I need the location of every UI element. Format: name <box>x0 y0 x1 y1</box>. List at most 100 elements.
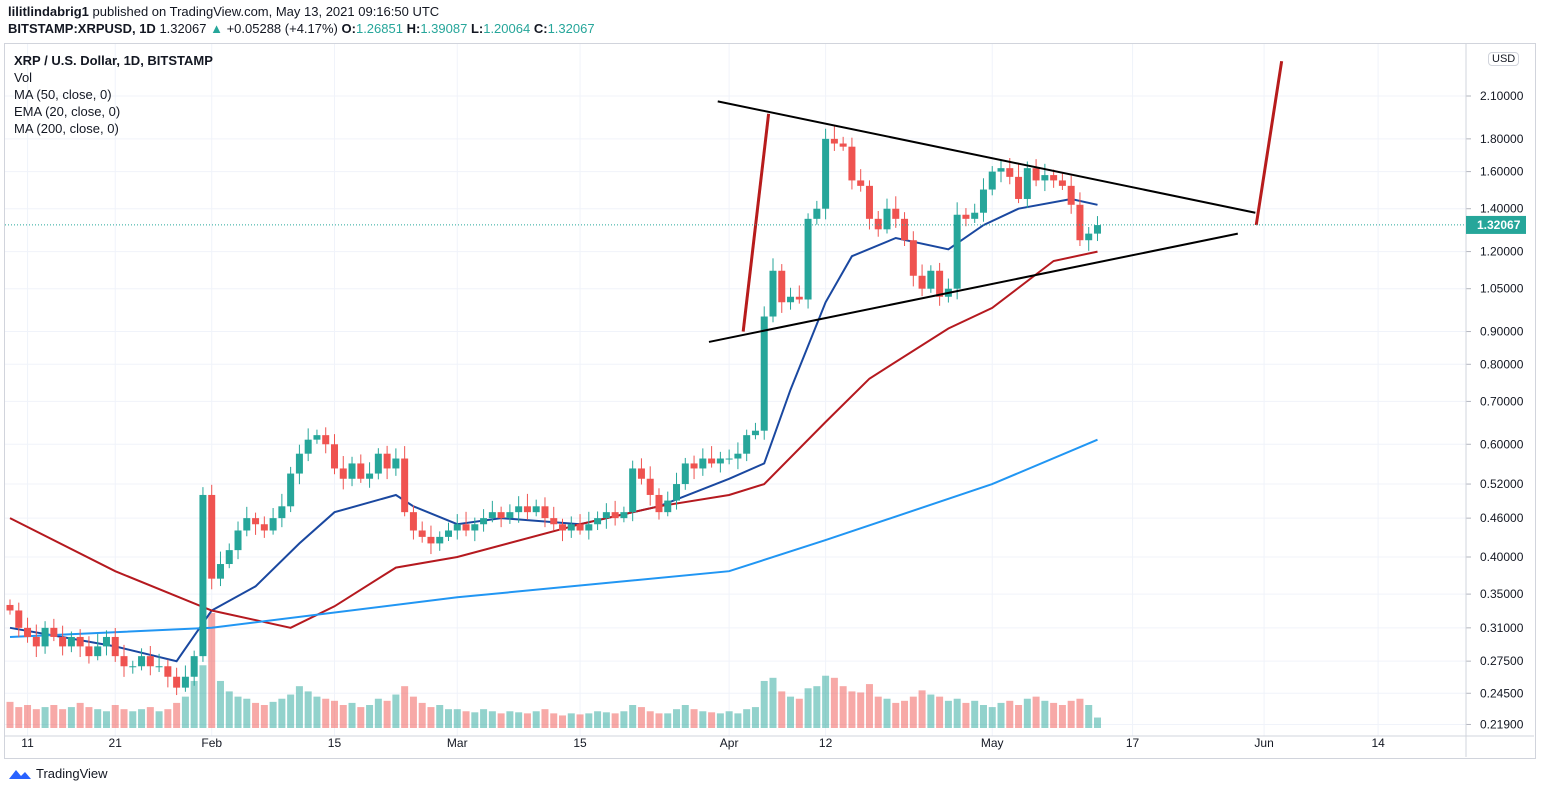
volume-bar <box>462 711 470 728</box>
candle-body <box>471 524 479 531</box>
volume-bar <box>883 698 891 728</box>
candle-body <box>804 218 812 300</box>
y-tick-label: 1.60000 <box>1480 165 1524 179</box>
drawing-trendline[interactable] <box>717 100 1256 214</box>
volume-bar <box>41 707 49 728</box>
candle-body <box>567 524 575 531</box>
candle-body <box>234 530 242 551</box>
candle-body <box>462 524 470 531</box>
candle-body <box>515 506 523 513</box>
volume-bar <box>901 700 909 728</box>
candle-body <box>155 666 163 668</box>
volume-bar <box>655 713 663 728</box>
volume-bar <box>778 691 786 728</box>
drawing-pole[interactable] <box>741 113 771 332</box>
volume-bar <box>436 705 444 728</box>
candle-body <box>681 463 689 485</box>
volume-bar <box>76 702 84 728</box>
volume-bar <box>427 707 435 728</box>
chart-legend: XRP / U.S. Dollar, 1D, BITSTAMP Vol MA (… <box>14 52 213 137</box>
volume-bar <box>348 702 356 728</box>
candle-body <box>909 240 917 276</box>
candle-body <box>743 435 751 454</box>
candle-body <box>716 458 724 464</box>
volume-bar <box>304 691 312 728</box>
volume-bar <box>865 684 873 728</box>
footer-brand[interactable]: TradingView <box>8 766 108 781</box>
drawing-target[interactable] <box>1254 60 1284 226</box>
legend-volume[interactable]: Vol <box>14 70 33 85</box>
last-price-badge <box>1466 215 1526 234</box>
candle-body <box>830 138 838 144</box>
candle-body <box>637 468 645 479</box>
candle-body <box>41 627 49 647</box>
candle-body <box>15 610 23 628</box>
y-tick-label: 0.52000 <box>1480 477 1524 491</box>
legend-ema20[interactable]: EMA (20, close, 0) <box>14 104 121 119</box>
candle-body <box>655 494 663 513</box>
volume-bar <box>111 705 119 728</box>
x-tick-label: Apr <box>720 736 739 750</box>
volume-bar <box>822 675 830 728</box>
volume-bar <box>357 707 365 728</box>
volume-bar <box>181 696 189 728</box>
volume-bar <box>146 707 154 728</box>
candle-body <box>874 218 882 230</box>
candle-body <box>199 494 207 657</box>
volume-bar <box>120 709 128 728</box>
volume-bar <box>1050 702 1058 728</box>
candle-body <box>550 518 558 525</box>
candle-body <box>383 453 391 469</box>
candle-body <box>190 656 198 677</box>
candle-body <box>304 439 312 454</box>
volume-bar <box>24 705 32 728</box>
candle-body <box>725 458 733 460</box>
volume-bar <box>751 707 759 728</box>
volume-bar <box>94 709 102 728</box>
candle-body <box>436 536 444 544</box>
candle-body <box>94 646 102 657</box>
currency-button[interactable]: USD <box>1488 52 1520 66</box>
candle-body <box>541 506 549 519</box>
candle-body <box>287 473 295 507</box>
candle-body <box>138 656 146 667</box>
candle-body <box>418 530 426 537</box>
volume-bar <box>278 698 286 728</box>
candle-body <box>497 512 505 519</box>
legend-ma200[interactable]: MA (200, close, 0) <box>14 121 119 136</box>
candle-body <box>111 636 119 657</box>
volume-bar <box>6 701 14 728</box>
candle-body <box>164 666 172 677</box>
legend-ma50[interactable]: MA (50, close, 0) <box>14 87 112 102</box>
y-tick-label: 0.21900 <box>1480 717 1524 731</box>
volume-bar <box>743 709 751 728</box>
line-ma-50 <box>9 250 1098 629</box>
x-tick-label: 21 <box>109 736 123 750</box>
candle-body <box>997 168 1005 172</box>
author[interactable]: lilitlindabrig1 <box>8 4 89 19</box>
candle-body <box>1015 176 1023 199</box>
candle-body <box>751 430 759 436</box>
candle-body <box>1006 168 1014 177</box>
candle-body <box>892 208 900 219</box>
candle-body <box>523 506 531 513</box>
candle-body <box>339 468 347 479</box>
candle-body <box>50 627 58 637</box>
candle-body <box>822 138 830 209</box>
volume-bar <box>50 705 58 728</box>
y-tick-label: 1.20000 <box>1480 245 1524 259</box>
volume-bar <box>313 696 321 728</box>
candle-body <box>602 512 610 519</box>
candle-body <box>760 316 768 431</box>
y-tick-label: 1.40000 <box>1480 202 1524 216</box>
volume-bar <box>102 711 110 728</box>
candle-body <box>1023 168 1031 199</box>
volume-bar <box>997 702 1005 728</box>
volume-bar <box>523 713 531 728</box>
volume-bar <box>155 711 163 728</box>
candle-body <box>813 208 821 219</box>
candle-body <box>883 208 891 230</box>
candle-body <box>357 463 365 479</box>
drawing-trendline[interactable] <box>708 232 1239 343</box>
